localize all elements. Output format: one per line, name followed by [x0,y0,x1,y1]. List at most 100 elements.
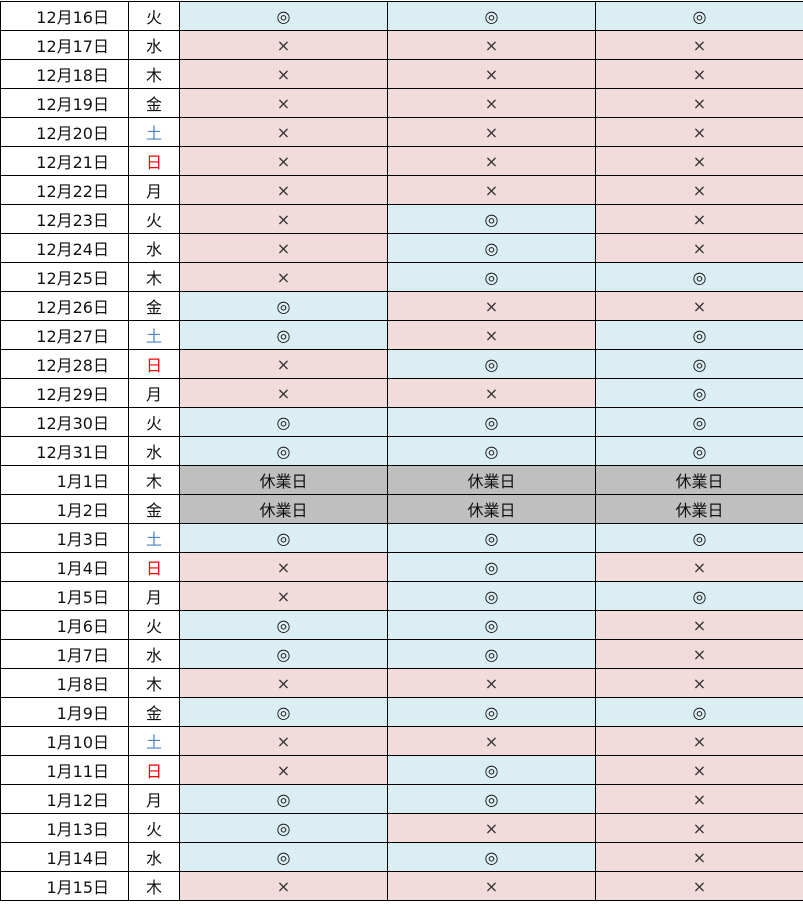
weekday-cell: 木 [129,263,180,292]
available-cell: ◎ [180,408,388,437]
unavailable-cell: × [596,872,803,901]
date-cell: 1月7日 [1,640,129,669]
table-row: 12月31日水◎◎◎ [1,437,803,466]
weekday-cell: 土 [129,118,180,147]
unavailable-cell: × [180,756,388,785]
table-row: 1月15日木××× [1,872,803,901]
date-cell: 1月6日 [1,611,129,640]
date-cell: 12月31日 [1,437,129,466]
weekday-cell: 火 [129,2,180,31]
weekday-cell: 水 [129,31,180,60]
available-cell: ◎ [388,263,596,292]
date-cell: 12月20日 [1,118,129,147]
table-row: 12月30日火◎◎◎ [1,408,803,437]
unavailable-cell: × [596,669,803,698]
weekday-cell: 土 [129,727,180,756]
available-cell: ◎ [596,263,803,292]
weekday-cell: 月 [129,582,180,611]
holiday-cell: 休業日 [596,466,803,495]
table-row: 12月19日金××× [1,89,803,118]
available-cell: ◎ [388,698,596,727]
unavailable-cell: × [596,785,803,814]
unavailable-cell: × [596,611,803,640]
table-row: 1月5日月×◎◎ [1,582,803,611]
weekday-cell: 水 [129,843,180,872]
date-cell: 1月12日 [1,785,129,814]
date-cell: 1月13日 [1,814,129,843]
unavailable-cell: × [596,205,803,234]
date-cell: 1月4日 [1,553,129,582]
weekday-cell: 金 [129,89,180,118]
table-row: 1月12日月◎◎× [1,785,803,814]
unavailable-cell: × [180,263,388,292]
unavailable-cell: × [388,669,596,698]
table-row: 12月20日土××× [1,118,803,147]
unavailable-cell: × [596,292,803,321]
date-cell: 1月5日 [1,582,129,611]
holiday-cell: 休業日 [180,466,388,495]
available-cell: ◎ [388,437,596,466]
unavailable-cell: × [596,147,803,176]
unavailable-cell: × [180,582,388,611]
available-cell: ◎ [388,843,596,872]
unavailable-cell: × [596,60,803,89]
unavailable-cell: × [596,756,803,785]
table-row: 1月9日金◎◎◎ [1,698,803,727]
available-cell: ◎ [180,437,388,466]
weekday-cell: 日 [129,553,180,582]
available-cell: ◎ [388,205,596,234]
table-row: 1月11日日×◎× [1,756,803,785]
table-row: 1月6日火◎◎× [1,611,803,640]
unavailable-cell: × [180,669,388,698]
unavailable-cell: × [388,727,596,756]
weekday-cell: 木 [129,466,180,495]
unavailable-cell: × [180,89,388,118]
date-cell: 1月1日 [1,466,129,495]
weekday-cell: 金 [129,698,180,727]
weekday-cell: 火 [129,814,180,843]
date-cell: 1月2日 [1,495,129,524]
weekday-cell: 月 [129,176,180,205]
weekday-cell: 水 [129,640,180,669]
table-row: 12月16日火◎◎◎ [1,2,803,31]
weekday-cell: 水 [129,234,180,263]
unavailable-cell: × [596,727,803,756]
date-cell: 1月3日 [1,524,129,553]
unavailable-cell: × [596,234,803,263]
available-cell: ◎ [388,350,596,379]
table-row: 12月25日木×◎◎ [1,263,803,292]
available-cell: ◎ [596,582,803,611]
available-cell: ◎ [596,321,803,350]
unavailable-cell: × [596,814,803,843]
date-cell: 12月19日 [1,89,129,118]
holiday-cell: 休業日 [596,495,803,524]
table-row: 1月3日土◎◎◎ [1,524,803,553]
available-cell: ◎ [596,524,803,553]
date-cell: 1月11日 [1,756,129,785]
available-cell: ◎ [388,582,596,611]
unavailable-cell: × [388,147,596,176]
table-row: 12月28日日×◎◎ [1,350,803,379]
date-cell: 12月22日 [1,176,129,205]
unavailable-cell: × [388,321,596,350]
weekday-cell: 金 [129,495,180,524]
date-cell: 12月21日 [1,147,129,176]
available-cell: ◎ [596,408,803,437]
weekday-cell: 木 [129,60,180,89]
date-cell: 12月28日 [1,350,129,379]
table-row: 12月24日水×◎× [1,234,803,263]
unavailable-cell: × [180,205,388,234]
available-cell: ◎ [180,640,388,669]
available-cell: ◎ [388,611,596,640]
unavailable-cell: × [180,553,388,582]
table-row: 12月29日月××◎ [1,379,803,408]
date-cell: 12月16日 [1,2,129,31]
unavailable-cell: × [180,234,388,263]
date-cell: 1月10日 [1,727,129,756]
unavailable-cell: × [388,176,596,205]
holiday-cell: 休業日 [388,466,596,495]
available-cell: ◎ [388,408,596,437]
unavailable-cell: × [596,89,803,118]
